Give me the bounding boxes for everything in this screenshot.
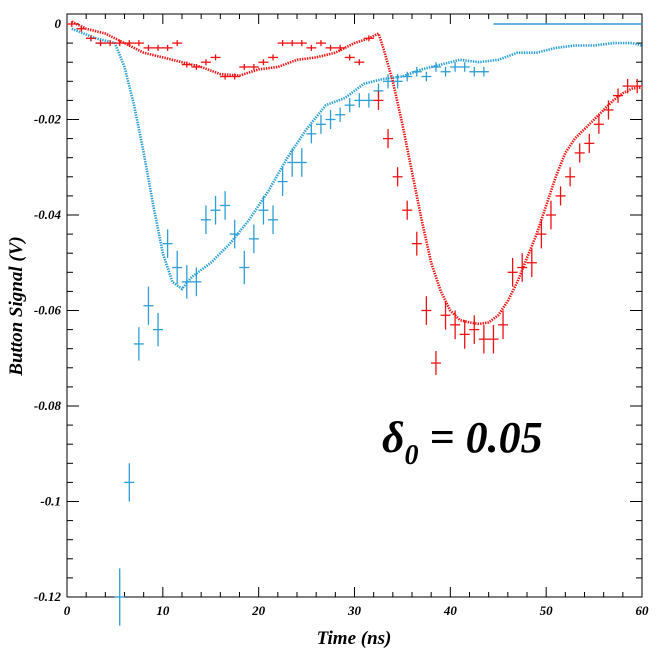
- blue-error-points: [85, 35, 489, 626]
- y-tick-label: -0.08: [34, 398, 62, 413]
- red-curve: [71, 20, 643, 326]
- delta-symbol: δ: [382, 413, 405, 462]
- y-tick-label: 0: [55, 16, 62, 31]
- x-tick-label: 40: [443, 603, 458, 618]
- delta-value: = 0.05: [419, 413, 543, 462]
- series-layer: [66, 20, 643, 626]
- x-tick-label: 60: [636, 603, 650, 618]
- y-tick-label: -0.06: [34, 303, 62, 318]
- x-tick-label: 30: [347, 603, 362, 618]
- x-tick-label: 20: [251, 603, 266, 618]
- y-tick-label: -0.02: [34, 112, 62, 127]
- x-tick-label: 0: [64, 603, 71, 618]
- x-axis-title: Time (ns): [317, 628, 392, 649]
- x-tick-label: 10: [156, 603, 170, 618]
- red-error-points: [66, 21, 643, 375]
- x-tick-label: 50: [540, 603, 554, 618]
- y-tick-label: -0.04: [34, 207, 62, 222]
- blue-curve: [71, 27, 643, 291]
- delta-annotation: δ0 = 0.05: [382, 413, 543, 471]
- y-axis: 0 -0.02 -0.04 -0.06 -0.08 -0.1 -0.12: [34, 16, 642, 604]
- delta-subscript: 0: [405, 440, 419, 471]
- y-tick-label: -0.1: [40, 494, 61, 509]
- y-axis-title: Button Signal (V): [6, 236, 27, 376]
- x-axis: 0 10 20 30 40 50 60: [64, 14, 649, 618]
- y-tick-label: -0.12: [34, 589, 62, 604]
